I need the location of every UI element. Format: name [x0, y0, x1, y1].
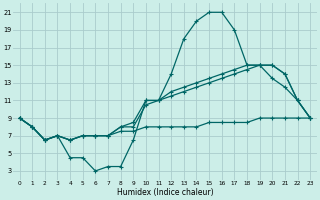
X-axis label: Humidex (Indice chaleur): Humidex (Indice chaleur)	[116, 188, 213, 197]
